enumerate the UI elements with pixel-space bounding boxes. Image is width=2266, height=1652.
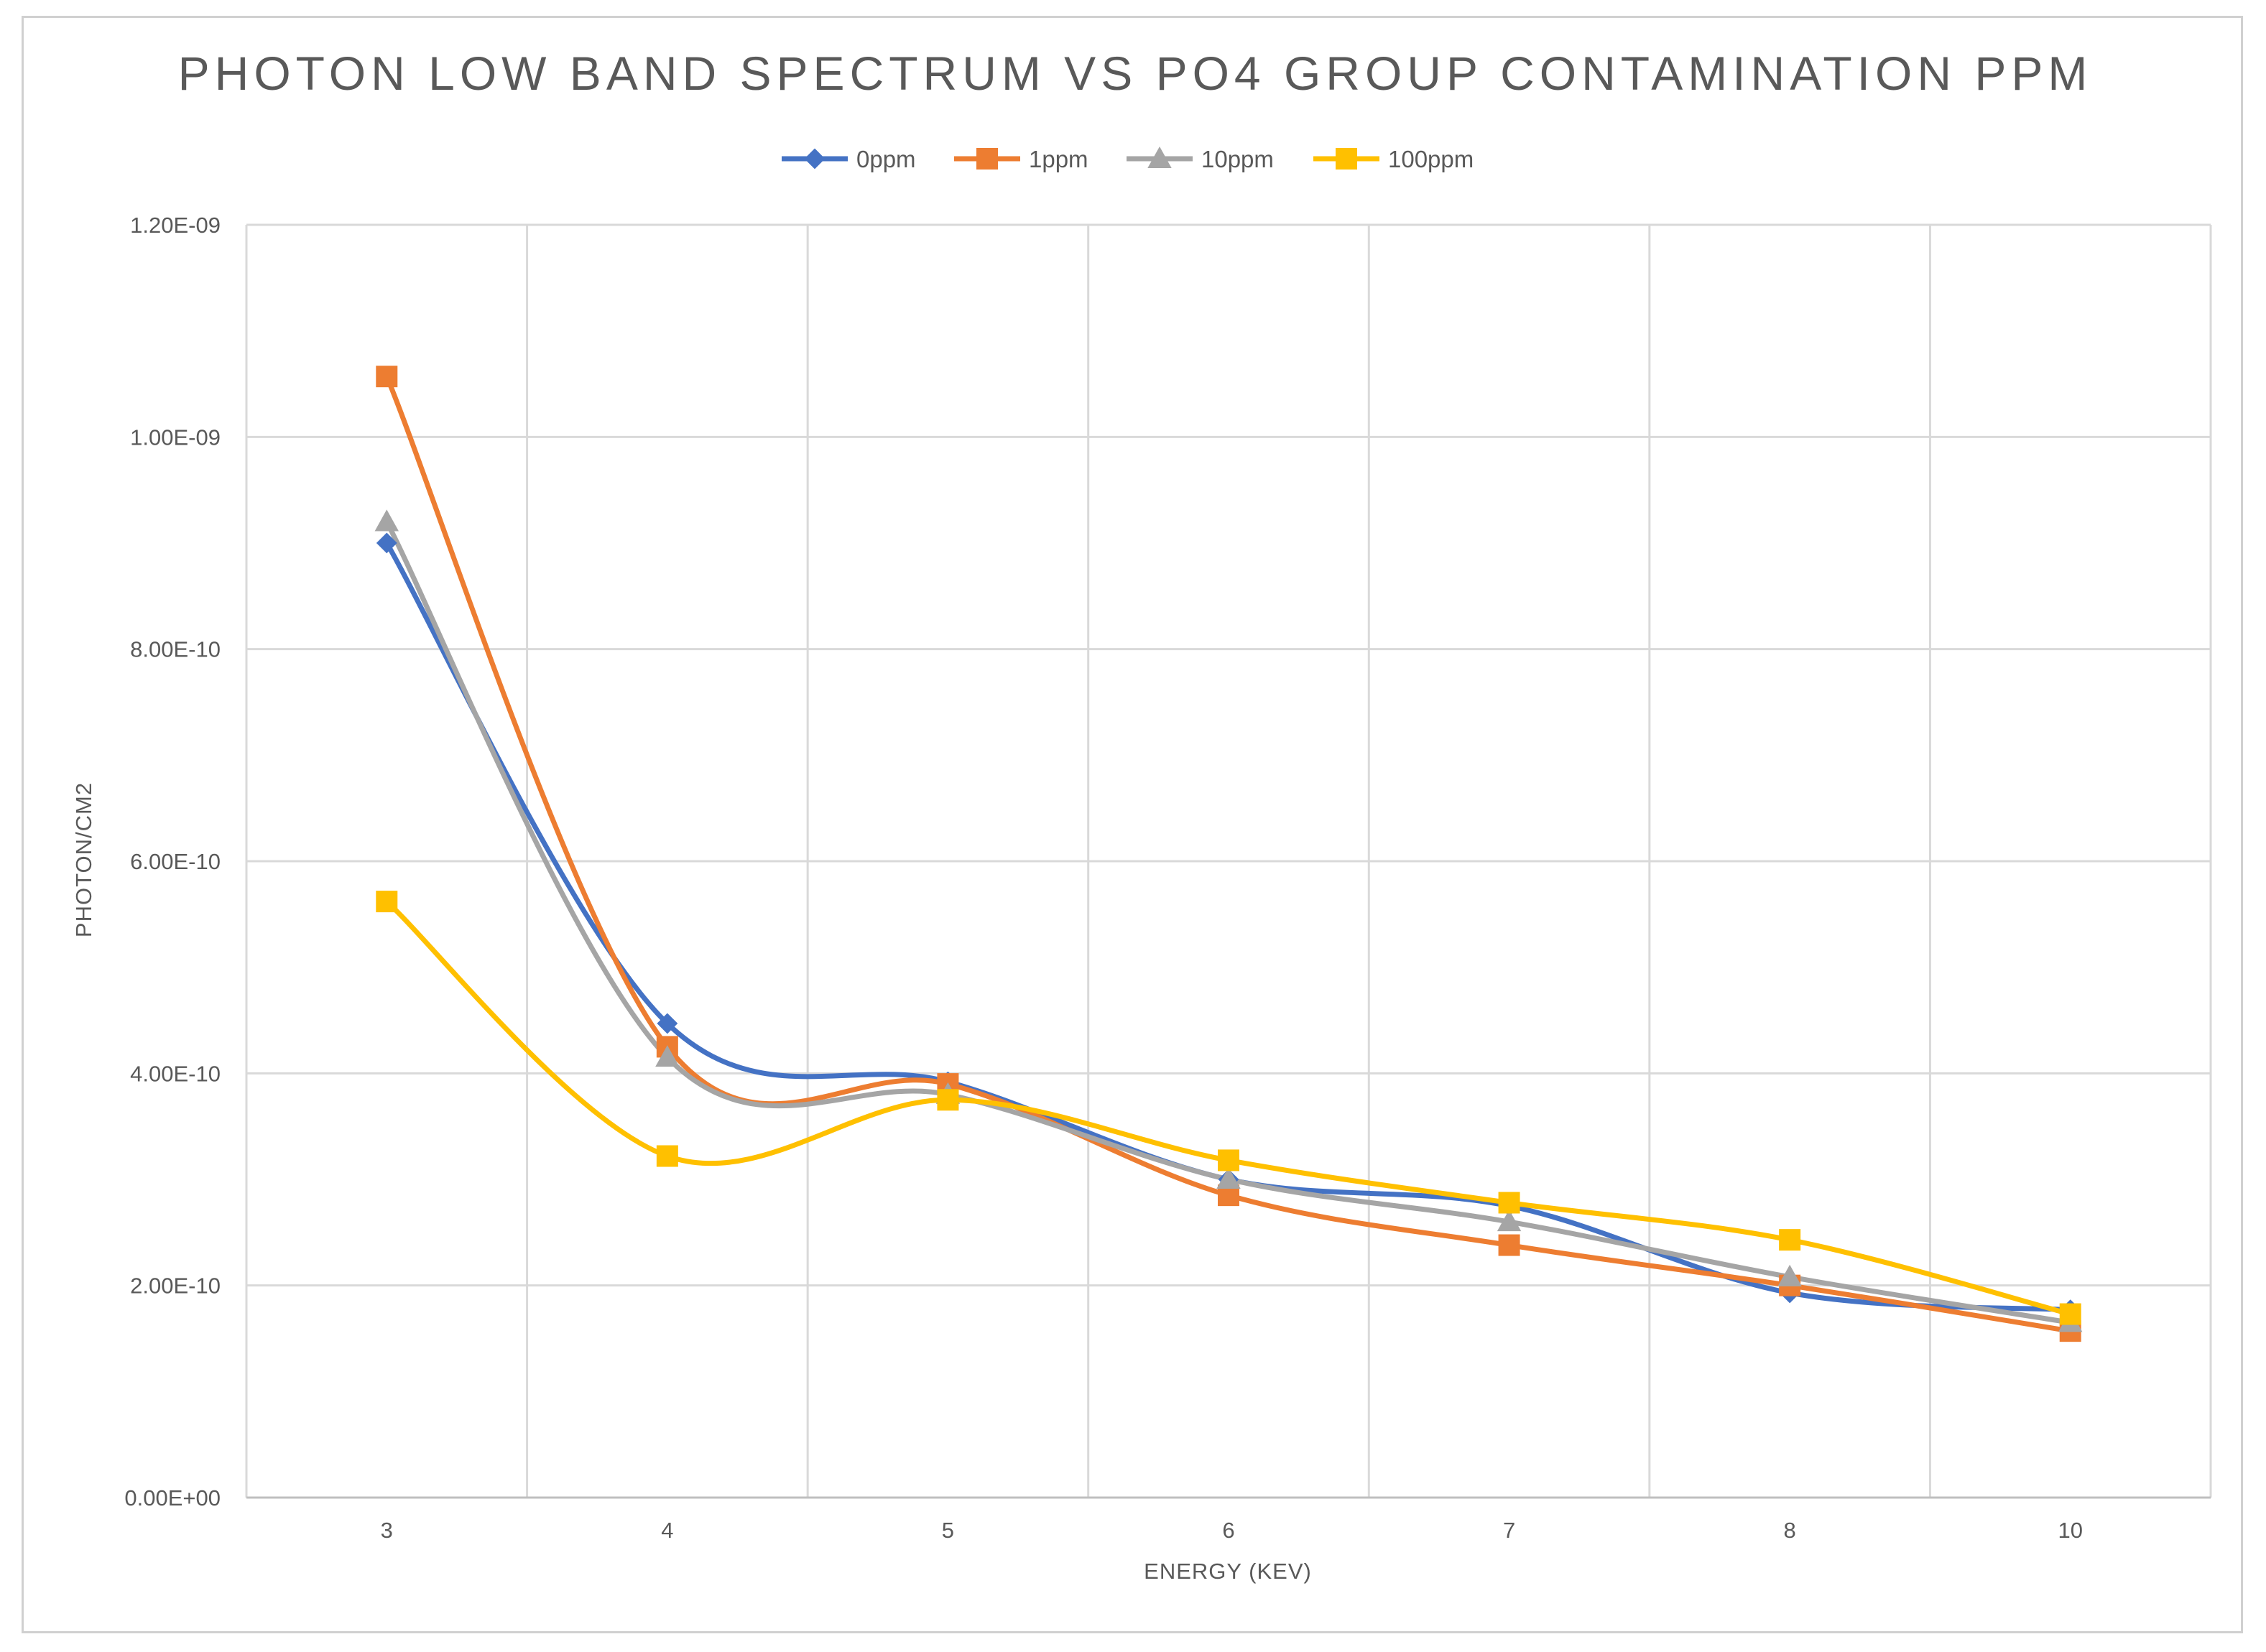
- series-line-10ppm: [384, 519, 2073, 1325]
- chart-series-markers: [374, 366, 2083, 1342]
- x-tick-label: 7: [1503, 1518, 1515, 1543]
- series-line-1ppm: [384, 373, 2073, 1334]
- chart-title: PHOTON LOW BAND SPECTRUM VS PO4 GROUP CO…: [178, 47, 2093, 100]
- x-tick-label: 5: [942, 1518, 954, 1543]
- data-point-100ppm: [376, 891, 398, 913]
- x-tick-label: 10: [2058, 1518, 2082, 1543]
- data-point-10ppm: [1497, 1210, 1522, 1232]
- legend-label-100ppm: 100ppm: [1388, 146, 1474, 172]
- x-axis-tick-labels: 3 4 5 6 7 8 10: [381, 1518, 2083, 1543]
- data-point-10ppm: [1777, 1264, 1802, 1286]
- data-point-1ppm: [1498, 1234, 1520, 1256]
- y-tick-label: 0.00E+00: [124, 1485, 221, 1511]
- chart-frame: [22, 16, 2243, 1633]
- data-point-100ppm: [1218, 1149, 1239, 1171]
- y-tick-label: 8.00E-10: [130, 637, 221, 662]
- legend-marker-1ppm: [976, 148, 998, 170]
- data-point-10ppm: [1216, 1166, 1241, 1189]
- x-tick-label: 6: [1222, 1518, 1234, 1543]
- y-tick-label: 1.00E-09: [130, 424, 221, 450]
- y-axis-tick-labels: 0.00E+00 2.00E-10 4.00E-10 6.00E-10 8.00E-10…: [124, 213, 221, 1511]
- data-point-0ppm: [376, 532, 397, 554]
- data-point-0ppm: [657, 1013, 678, 1034]
- series-line-100ppm: [384, 899, 2073, 1317]
- legend-marker-0ppm: [804, 148, 826, 170]
- y-tick-label: 2.00E-10: [130, 1273, 221, 1299]
- legend-marker-10ppm: [1147, 146, 1172, 168]
- x-tick-label: 4: [661, 1518, 673, 1543]
- legend-label-1ppm: 1ppm: [1029, 146, 1088, 172]
- legend-label-10ppm: 10ppm: [1201, 146, 1274, 172]
- y-tick-label: 1.20E-09: [130, 213, 221, 238]
- data-point-100ppm: [2059, 1303, 2081, 1325]
- data-point-100ppm: [656, 1145, 678, 1167]
- y-tick-label: 4.00E-10: [130, 1061, 221, 1086]
- data-point-1ppm: [376, 366, 398, 388]
- legend-label-0ppm: 0ppm: [856, 146, 916, 172]
- data-point-100ppm: [1498, 1192, 1520, 1214]
- y-tick-label: 6.00E-10: [130, 849, 221, 874]
- data-point-10ppm: [655, 1045, 680, 1067]
- data-point-100ppm: [937, 1089, 959, 1111]
- x-axis-title: ENERGY (KEV): [1144, 1559, 1312, 1584]
- data-point-10ppm: [374, 509, 399, 532]
- data-point-100ppm: [1779, 1229, 1801, 1251]
- chart-legend: 0ppm 1ppm 10ppm 100ppm: [782, 146, 1474, 172]
- x-tick-label: 8: [1784, 1518, 1796, 1543]
- y-axis-title: PHOTON/CM2: [71, 782, 96, 937]
- legend-marker-100ppm: [1336, 148, 1357, 170]
- x-tick-label: 3: [381, 1518, 393, 1543]
